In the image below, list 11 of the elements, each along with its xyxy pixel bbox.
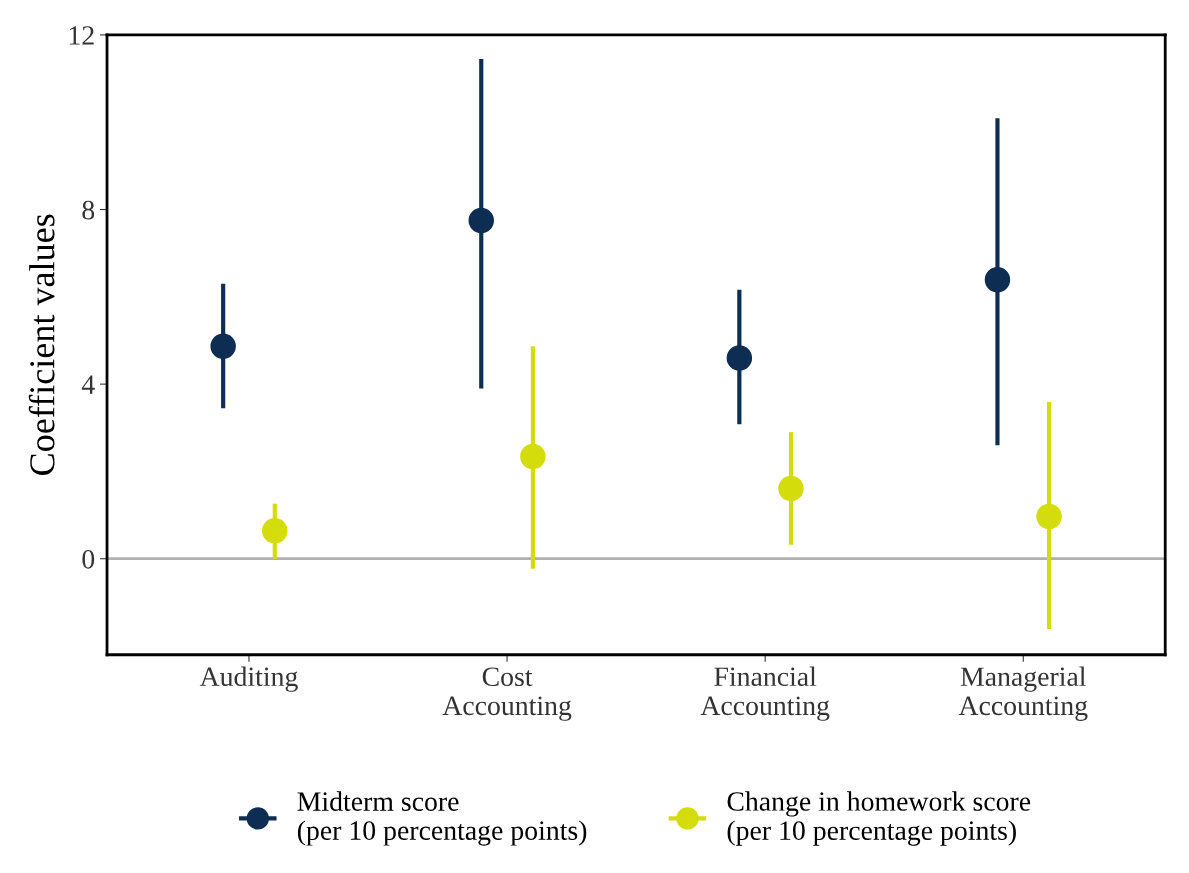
y-tick-label: 8 bbox=[82, 200, 95, 220]
y-tick-label: 4 bbox=[81, 375, 95, 394]
x-tick-label: Auditing bbox=[199, 666, 298, 692]
y-axis-title: Coefficient values bbox=[28, 214, 55, 475]
legend-label: Midterm score (per 10 percentage points) bbox=[297, 791, 587, 846]
y-tick-label: 0 bbox=[82, 549, 95, 569]
y-tick-label: 12 bbox=[69, 26, 94, 45]
x-tick-label: Managerial Accounting bbox=[958, 666, 1088, 721]
legend-label: Change in homework score (per 10 percentage points) bbox=[727, 791, 1031, 846]
x-tick-label: Financial Accounting bbox=[700, 666, 830, 721]
x-tick-label: Cost Accounting bbox=[442, 667, 572, 721]
